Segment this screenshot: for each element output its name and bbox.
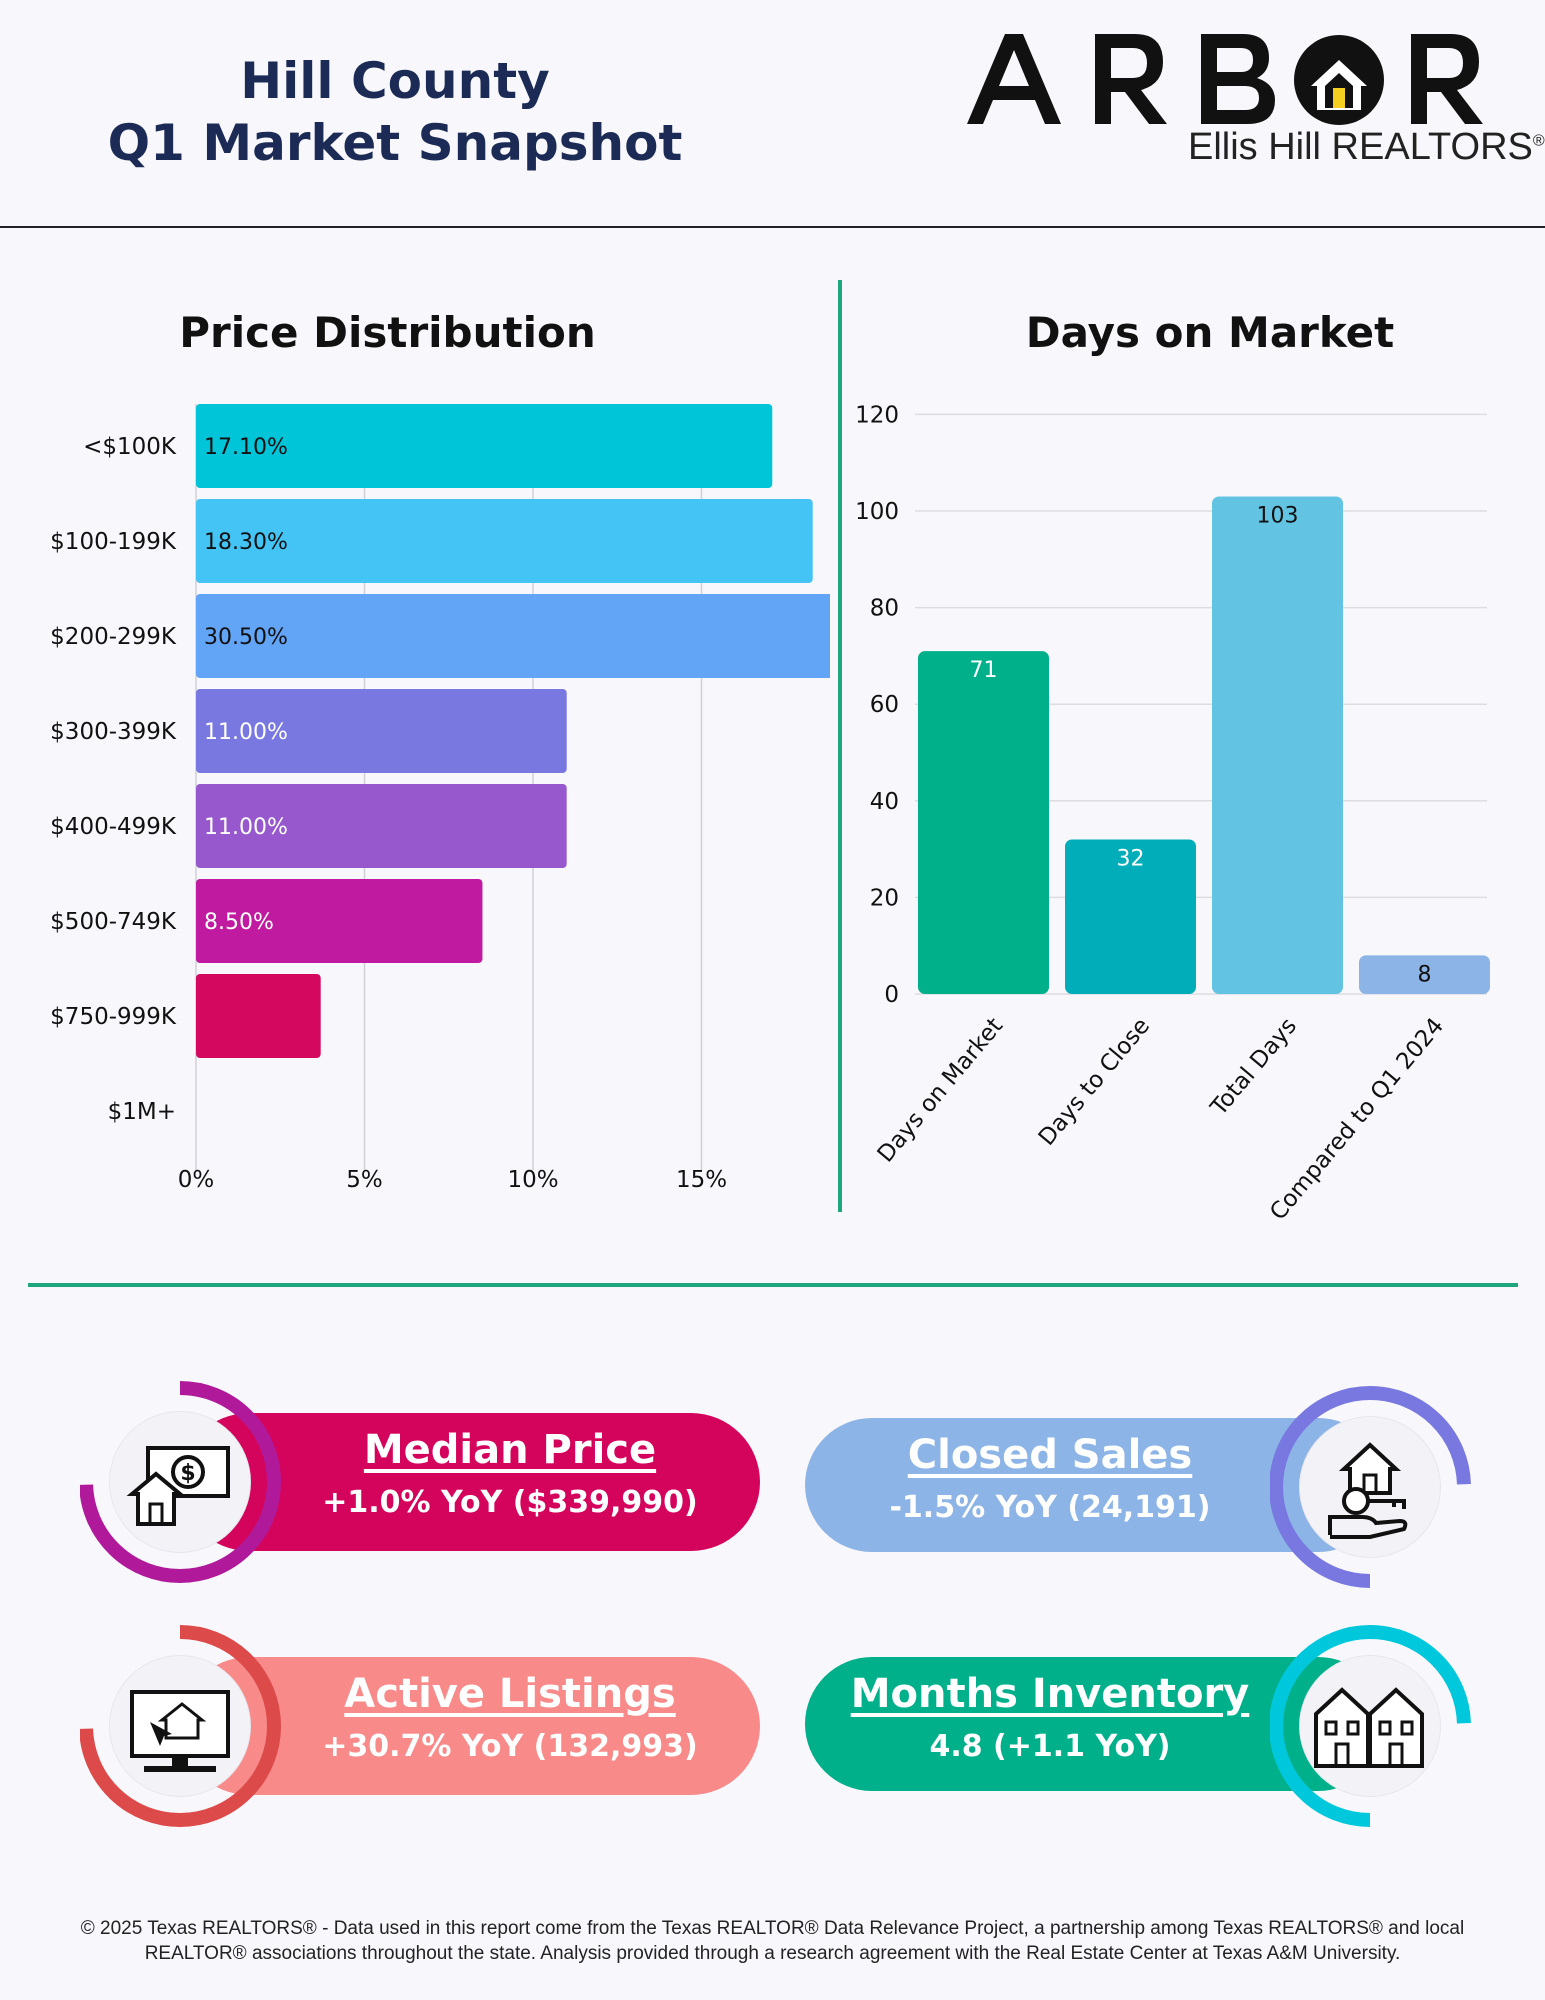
- bar-data-label: 8: [1418, 962, 1432, 987]
- bar-data-label: 103: [1257, 504, 1299, 529]
- money-house-icon: $: [126, 1446, 230, 1526]
- y-tick-label: 60: [870, 692, 899, 718]
- y-tick-label: 40: [870, 789, 899, 815]
- bar: [196, 404, 773, 488]
- active-listings-title: Active Listings: [344, 1671, 676, 1717]
- bar: [1212, 496, 1343, 994]
- closed-sales-ring: [1270, 1386, 1471, 1588]
- bar-data-label: 71: [970, 658, 998, 683]
- arbor-logo-mark: [967, 34, 1483, 125]
- page-title-line1: Hill County: [240, 52, 550, 110]
- closed-sales-value: -1.5% YoY (24,191): [889, 1490, 1211, 1525]
- section-divider: [28, 1283, 1518, 1287]
- bar: [1359, 955, 1490, 994]
- bar-data-label: 11.00%: [204, 720, 288, 745]
- category-label: Total Days: [1205, 1013, 1302, 1121]
- y-tick-label: 20: [870, 885, 899, 911]
- category-label: $200-299K: [50, 624, 177, 650]
- days-on-market-chart: 71 32 103 8 0 20 40 60 80 100 120 Days on Market D…: [855, 402, 1490, 1220]
- bar-data-label: 32: [1117, 846, 1145, 871]
- months-inventory-icon-badge: [1300, 1656, 1440, 1796]
- category-label: Days to Close: [1034, 1013, 1155, 1151]
- category-label: Days on Market: [873, 1013, 1008, 1167]
- bar-data-label: 30.50%: [204, 625, 288, 650]
- y-tick-label: 100: [855, 499, 899, 525]
- median-price-icon-badge: $: [110, 1412, 250, 1552]
- registered-mark: ®: [1532, 132, 1545, 150]
- vertical-divider: [838, 280, 842, 1212]
- svg-text:$: $: [180, 1461, 195, 1486]
- price-distribution-chart: 17.10% 18.30% 30.50% 11.00% 11.00% 8.50% <$10…: [50, 404, 830, 1193]
- y-tick-label: 0: [884, 982, 899, 1008]
- active-listings-icon-badge: [110, 1656, 250, 1796]
- closed-sales-title: Closed Sales: [907, 1432, 1193, 1478]
- months-inventory-ring: [1270, 1625, 1471, 1827]
- bar-data-label: 18.30%: [204, 530, 288, 555]
- bar: [196, 879, 483, 963]
- bar: [196, 974, 321, 1058]
- arbor-logo: [965, 20, 1525, 170]
- bar-data-label: 17.10%: [204, 435, 288, 460]
- median-price-title: Median Price: [363, 1427, 657, 1473]
- bar-data-label: 11.00%: [204, 815, 288, 840]
- category-label: Compared to Q1 2024: [1265, 1013, 1449, 1220]
- logo-subtitle: Ellis Hill REALTORS®: [1188, 126, 1545, 169]
- category-label: $1M+: [108, 1099, 176, 1125]
- x-tick-label: 10%: [507, 1167, 558, 1193]
- bar: [196, 499, 813, 583]
- footer-line2: REALTOR® associations throughout the sta…: [144, 1943, 1401, 1964]
- closed-sales-icon-badge: [1300, 1417, 1440, 1557]
- y-tick-label: 120: [855, 402, 899, 428]
- bar: [196, 594, 830, 678]
- category-label: $400-499K: [50, 814, 177, 840]
- page-title-line2: Q1 Market Snapshot: [107, 114, 683, 172]
- footer-disclaimer: © 2025 Texas REALTORS® - Data used in th…: [40, 1916, 1505, 1966]
- bar-data-label: 8.50%: [204, 910, 274, 935]
- y-tick-label: 80: [870, 596, 899, 622]
- months-inventory-value: 4.8 (+1.1 YoY): [929, 1729, 1171, 1764]
- category-label: $750-999K: [50, 1004, 177, 1030]
- active-listings-value: +30.7% YoY (132,993): [322, 1729, 698, 1764]
- x-tick-label: 5%: [346, 1167, 383, 1193]
- category-label: $300-399K: [50, 719, 177, 745]
- house-key-hand-icon: [1328, 1442, 1408, 1539]
- months-inventory-title: Months Inventory: [850, 1671, 1250, 1717]
- logo-subtitle-text: Ellis Hill REALTORS: [1188, 126, 1533, 168]
- townhouses-icon: [1314, 1687, 1424, 1768]
- dom-chart-title: Days on Market: [1025, 308, 1395, 357]
- price-chart-title: Price Distribution: [179, 308, 596, 357]
- median-price-value: +1.0% YoY ($339,990): [322, 1485, 698, 1520]
- median-price-ring: [80, 1381, 281, 1583]
- footer-line1: © 2025 Texas REALTORS® - Data used in th…: [80, 1918, 1465, 1939]
- bar: [196, 689, 567, 773]
- computer-house-icon: [130, 1690, 230, 1772]
- category-label: $100-199K: [50, 529, 177, 555]
- bar: [918, 651, 1049, 994]
- bar: [196, 784, 567, 868]
- category-label: $500-749K: [50, 909, 177, 935]
- bar: [1065, 839, 1196, 994]
- active-listings-ring: [80, 1625, 281, 1827]
- x-tick-label: 0%: [178, 1167, 215, 1193]
- x-tick-label: 15%: [676, 1167, 727, 1193]
- header-divider: [0, 226, 1545, 228]
- category-label: <$100K: [83, 434, 177, 460]
